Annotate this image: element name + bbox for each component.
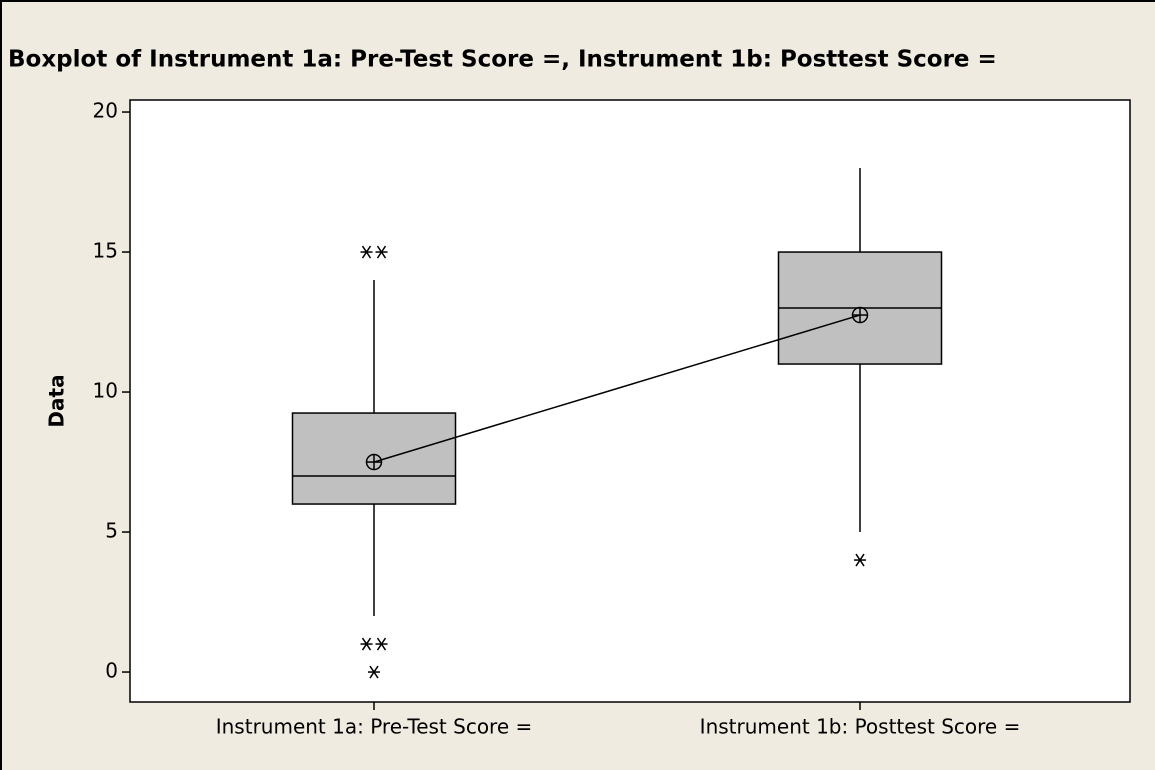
x-tick-label: Instrument 1a: Pre-Test Score = (216, 715, 533, 739)
y-tick-label: 0 (105, 659, 118, 683)
outlier (360, 637, 373, 651)
outlier (375, 245, 388, 259)
outlier (368, 665, 380, 679)
outlier-stroke (376, 245, 387, 259)
y-tick-label: 15 (93, 239, 118, 263)
outlier-stroke (361, 245, 372, 259)
mean-connect-line (373, 314, 861, 463)
chart-title: Boxplot of Instrument 1a: Pre-Test Score… (8, 47, 997, 73)
outlier (375, 637, 388, 651)
plot-area (129, 99, 1131, 703)
y-tick-label: 10 (93, 379, 118, 403)
outlier (854, 553, 866, 567)
y-tick-label: 20 (93, 99, 118, 123)
mean-symbol (365, 453, 383, 471)
outlier (360, 245, 373, 259)
outlier-stroke (369, 665, 379, 679)
y-axis-label: Data (45, 374, 69, 427)
outlier-stroke (376, 637, 387, 651)
mean-symbol (851, 306, 869, 324)
outlier-stroke (855, 553, 865, 567)
x-tick-label: Instrument 1b: Posttest Score = (700, 715, 1021, 739)
y-tick-label: 5 (105, 519, 118, 543)
outlier-stroke (361, 637, 372, 651)
